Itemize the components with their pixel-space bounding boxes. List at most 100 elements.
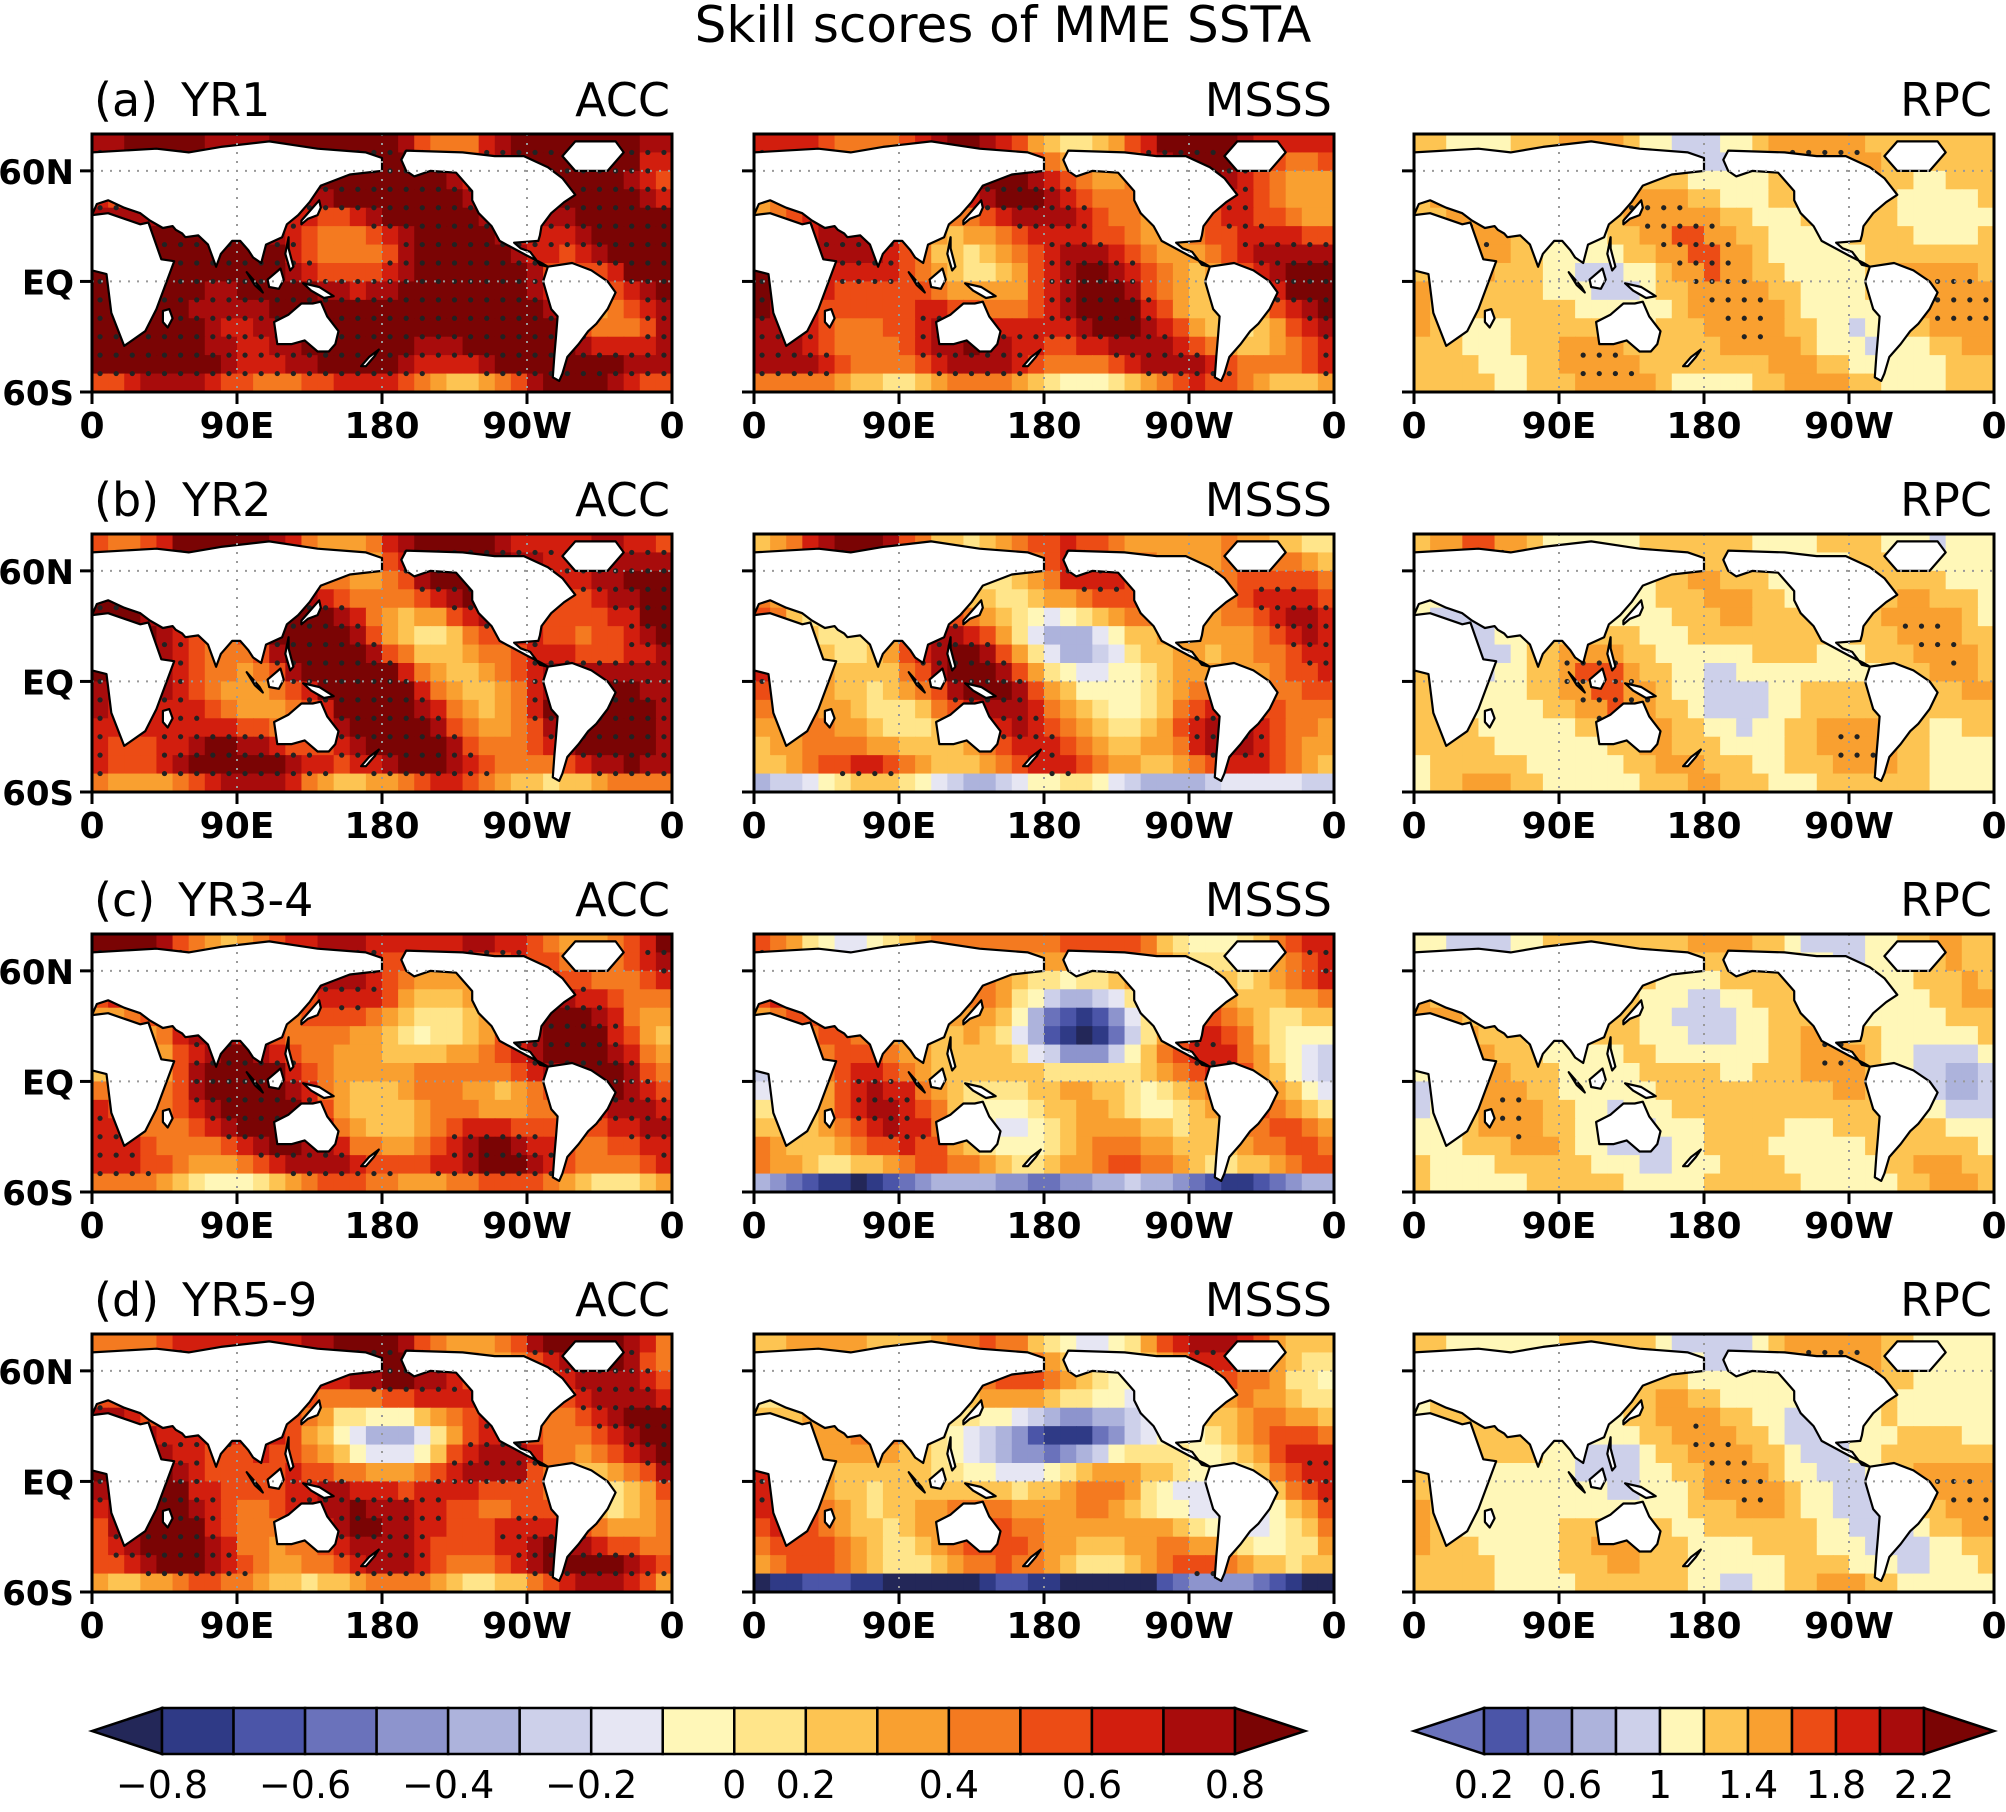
lon-tick-label: 0: [659, 806, 684, 847]
metric-label: ACC: [575, 473, 670, 527]
map-field: [1414, 934, 1994, 1192]
lon-tick-label: 0: [659, 406, 684, 447]
lon-tick-label: 0: [1981, 1606, 2006, 1647]
metric-label: MSSS: [1205, 73, 1332, 127]
lon-tick-label: 90W: [1144, 806, 1234, 847]
map-field: [1414, 1334, 1994, 1592]
metric-label: ACC: [575, 73, 670, 127]
colorbar-tick-label: −0.4: [402, 1763, 494, 1807]
colorbar-tick-label: 0: [722, 1763, 746, 1807]
lon-tick-label: 90E: [200, 406, 275, 447]
metric-label: ACC: [575, 1273, 670, 1327]
colorbar-swatch: [1090, 1706, 1165, 1756]
metric-label: MSSS: [1205, 873, 1332, 927]
colorbar-swatch: [947, 1706, 1022, 1756]
continents: [1414, 1340, 1947, 1583]
lon-tick-label: 90W: [1144, 406, 1234, 447]
lon-tick-label: 90W: [482, 1206, 572, 1247]
lon-tick-label: 90W: [1144, 1606, 1234, 1647]
colorbar-low-arrow: [1409, 1706, 1486, 1756]
colorbar-swatch: [1526, 1706, 1574, 1756]
colorbar-swatch: [375, 1706, 450, 1756]
colorbar-tick-label: 0.4: [919, 1763, 979, 1807]
lon-tick-label: 180: [1666, 1606, 1741, 1647]
map-panel: 0 90E 180 90W 0 RPC: [1401, 473, 2006, 847]
continents: [92, 140, 625, 382]
figure-title: Skill scores of MME SSTA: [695, 0, 1312, 54]
continents: [92, 940, 625, 1183]
row-label: (a) YR1: [94, 73, 270, 127]
lon-tick-label: 0: [1321, 1606, 1346, 1647]
colorbar-swatch: [1614, 1706, 1662, 1756]
colorbar-swatch: [518, 1706, 593, 1756]
map-field: [92, 534, 672, 792]
lon-tick-label: 0: [1401, 1206, 1426, 1247]
colorbar-tick-label: 0.6: [1062, 1763, 1122, 1807]
colorbar-swatch: [1162, 1706, 1237, 1756]
lon-tick-label: 90E: [200, 806, 275, 847]
continents: [92, 1340, 625, 1583]
row-label: (b) YR2: [94, 473, 271, 527]
lon-tick-label: 180: [344, 806, 419, 847]
map-field: [754, 534, 1334, 792]
map-panel: 0 90E 180 90W 0 60N EQ 60S ACC (a) YR1: [0, 73, 685, 447]
metric-label: RPC: [1900, 1273, 1992, 1327]
lon-tick-label: 180: [1666, 406, 1741, 447]
colorbar-swatch: [804, 1706, 879, 1756]
lat-tick-label: EQ: [22, 1063, 74, 1103]
metric-label: RPC: [1900, 73, 1992, 127]
lon-tick-label: 0: [741, 1206, 766, 1247]
continents: [1414, 940, 1947, 1183]
map-panel: 0 90E 180 90W 0 60N EQ 60S ACC (c) YR3-4: [0, 873, 685, 1247]
colorbar-swatch: [1658, 1706, 1706, 1756]
metric-label: MSSS: [1205, 1273, 1332, 1327]
lon-tick-label: 180: [1006, 806, 1081, 847]
map-panel: 0 90E 180 90W 0 MSSS: [741, 473, 1346, 847]
continents: [754, 1340, 1287, 1583]
lon-tick-label: 90W: [1804, 1606, 1894, 1647]
lon-tick-label: 180: [1006, 406, 1081, 447]
colorbar-swatch: [446, 1706, 521, 1756]
lon-tick-label: 90E: [862, 806, 937, 847]
lon-tick-label: 90W: [1804, 806, 1894, 847]
lon-tick-label: 0: [79, 1606, 104, 1647]
lat-tick-label: 60N: [0, 1353, 74, 1393]
colorbar-swatch: [303, 1706, 378, 1756]
lon-tick-label: 0: [79, 806, 104, 847]
lon-tick-label: 0: [1321, 406, 1346, 447]
colorbar-tick-label: −0.8: [116, 1763, 208, 1807]
map-panel: 0 90E 180 90W 0 MSSS: [741, 1273, 1346, 1647]
lon-tick-label: 90W: [482, 406, 572, 447]
row-label: (d) YR5-9: [94, 1273, 317, 1327]
continents: [754, 140, 1287, 382]
lon-tick-label: 0: [741, 1606, 766, 1647]
lat-tick-label: 60N: [0, 153, 74, 193]
lon-tick-label: 0: [659, 1206, 684, 1247]
colorbar-swatch: [1746, 1706, 1794, 1756]
lon-tick-label: 0: [1321, 806, 1346, 847]
continents: [754, 940, 1287, 1183]
row-label: (c) YR3-4: [94, 873, 313, 927]
colorbar-tick-label: 1.4: [1718, 1763, 1778, 1807]
map-panel: 0 90E 180 90W 0 60N EQ 60S ACC (d) YR5-9: [0, 1273, 685, 1647]
colorbar-high-arrow: [1233, 1706, 1310, 1756]
lon-tick-label: 180: [1006, 1206, 1081, 1247]
colorbar-swatch: [1790, 1706, 1838, 1756]
lon-tick-label: 180: [344, 1606, 419, 1647]
lat-tick-label: EQ: [22, 663, 74, 703]
lon-tick-label: 0: [1321, 1206, 1346, 1247]
colorbar-tick-label: −0.6: [259, 1763, 351, 1807]
colorbar-tick-label: 0.2: [776, 1763, 836, 1807]
metric-label: ACC: [575, 873, 670, 927]
map-field: [754, 934, 1334, 1192]
metric-label: RPC: [1900, 873, 1992, 927]
colorbar-swatch: [1878, 1706, 1926, 1756]
map-field: [754, 1334, 1334, 1592]
lon-tick-label: 90E: [1522, 1606, 1597, 1647]
lon-tick-label: 0: [1401, 1606, 1426, 1647]
lon-tick-label: 90E: [1522, 406, 1597, 447]
colorbar-swatch: [661, 1706, 736, 1756]
lon-tick-label: 90E: [200, 1606, 275, 1647]
colorbar-tick-label: 2.2: [1894, 1763, 1954, 1807]
